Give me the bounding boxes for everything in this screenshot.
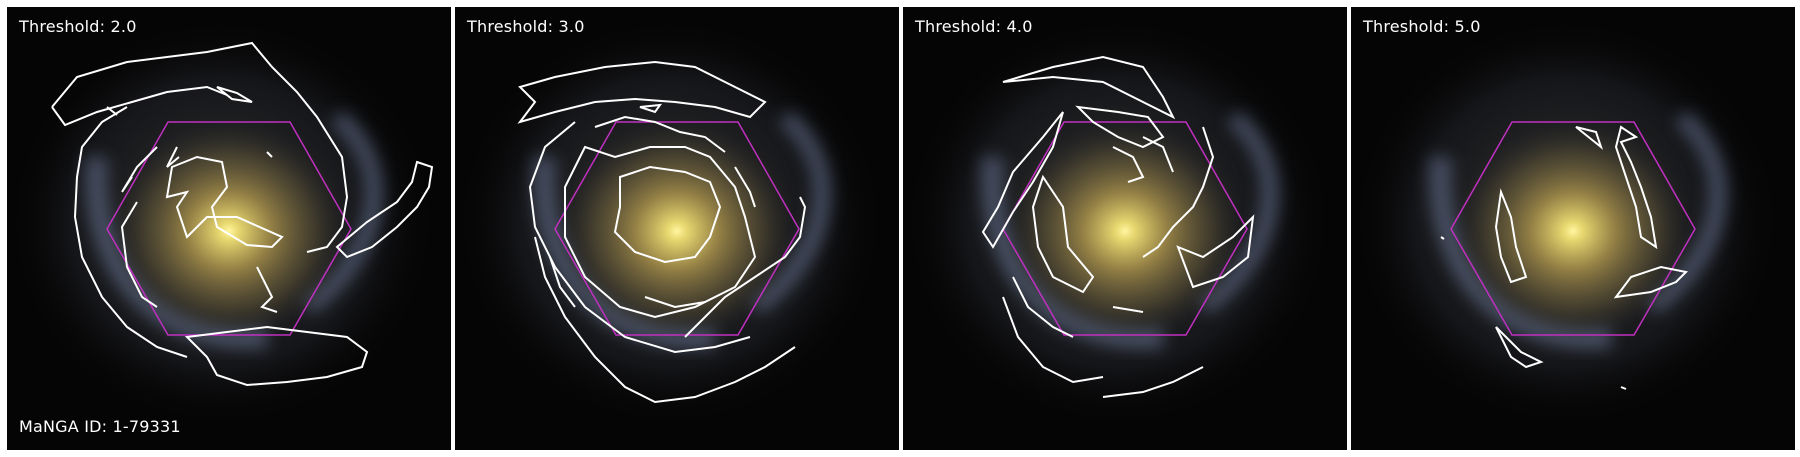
galaxy-image-4 xyxy=(1351,7,1795,450)
galaxy-image-3 xyxy=(903,7,1347,450)
threshold-label: Threshold: 2.0 xyxy=(19,17,137,36)
ifu-hexagon xyxy=(554,121,800,336)
contour-lines xyxy=(981,55,1255,398)
threshold-panel-4: Threshold: 5.0 xyxy=(1351,7,1795,450)
threshold-label: Threshold: 4.0 xyxy=(915,17,1033,36)
contour-lines xyxy=(517,60,807,404)
ifu-hexagon xyxy=(1450,121,1696,336)
threshold-label: Threshold: 5.0 xyxy=(1363,17,1481,36)
galaxy-image-1 xyxy=(7,7,451,450)
contour-lines xyxy=(51,41,434,387)
galaxy-image-2 xyxy=(455,7,899,450)
threshold-panel-2: Threshold: 3.0 xyxy=(455,7,899,450)
manga-id-label: MaNGA ID: 1-79331 xyxy=(19,417,181,436)
threshold-panel-1: Threshold: 2.0 MaNGA ID: 1-79331 xyxy=(7,7,451,450)
contour-lines xyxy=(1440,125,1689,390)
threshold-panel-3: Threshold: 4.0 xyxy=(903,7,1347,450)
ifu-hexagon xyxy=(106,121,352,336)
threshold-label: Threshold: 3.0 xyxy=(467,17,585,36)
